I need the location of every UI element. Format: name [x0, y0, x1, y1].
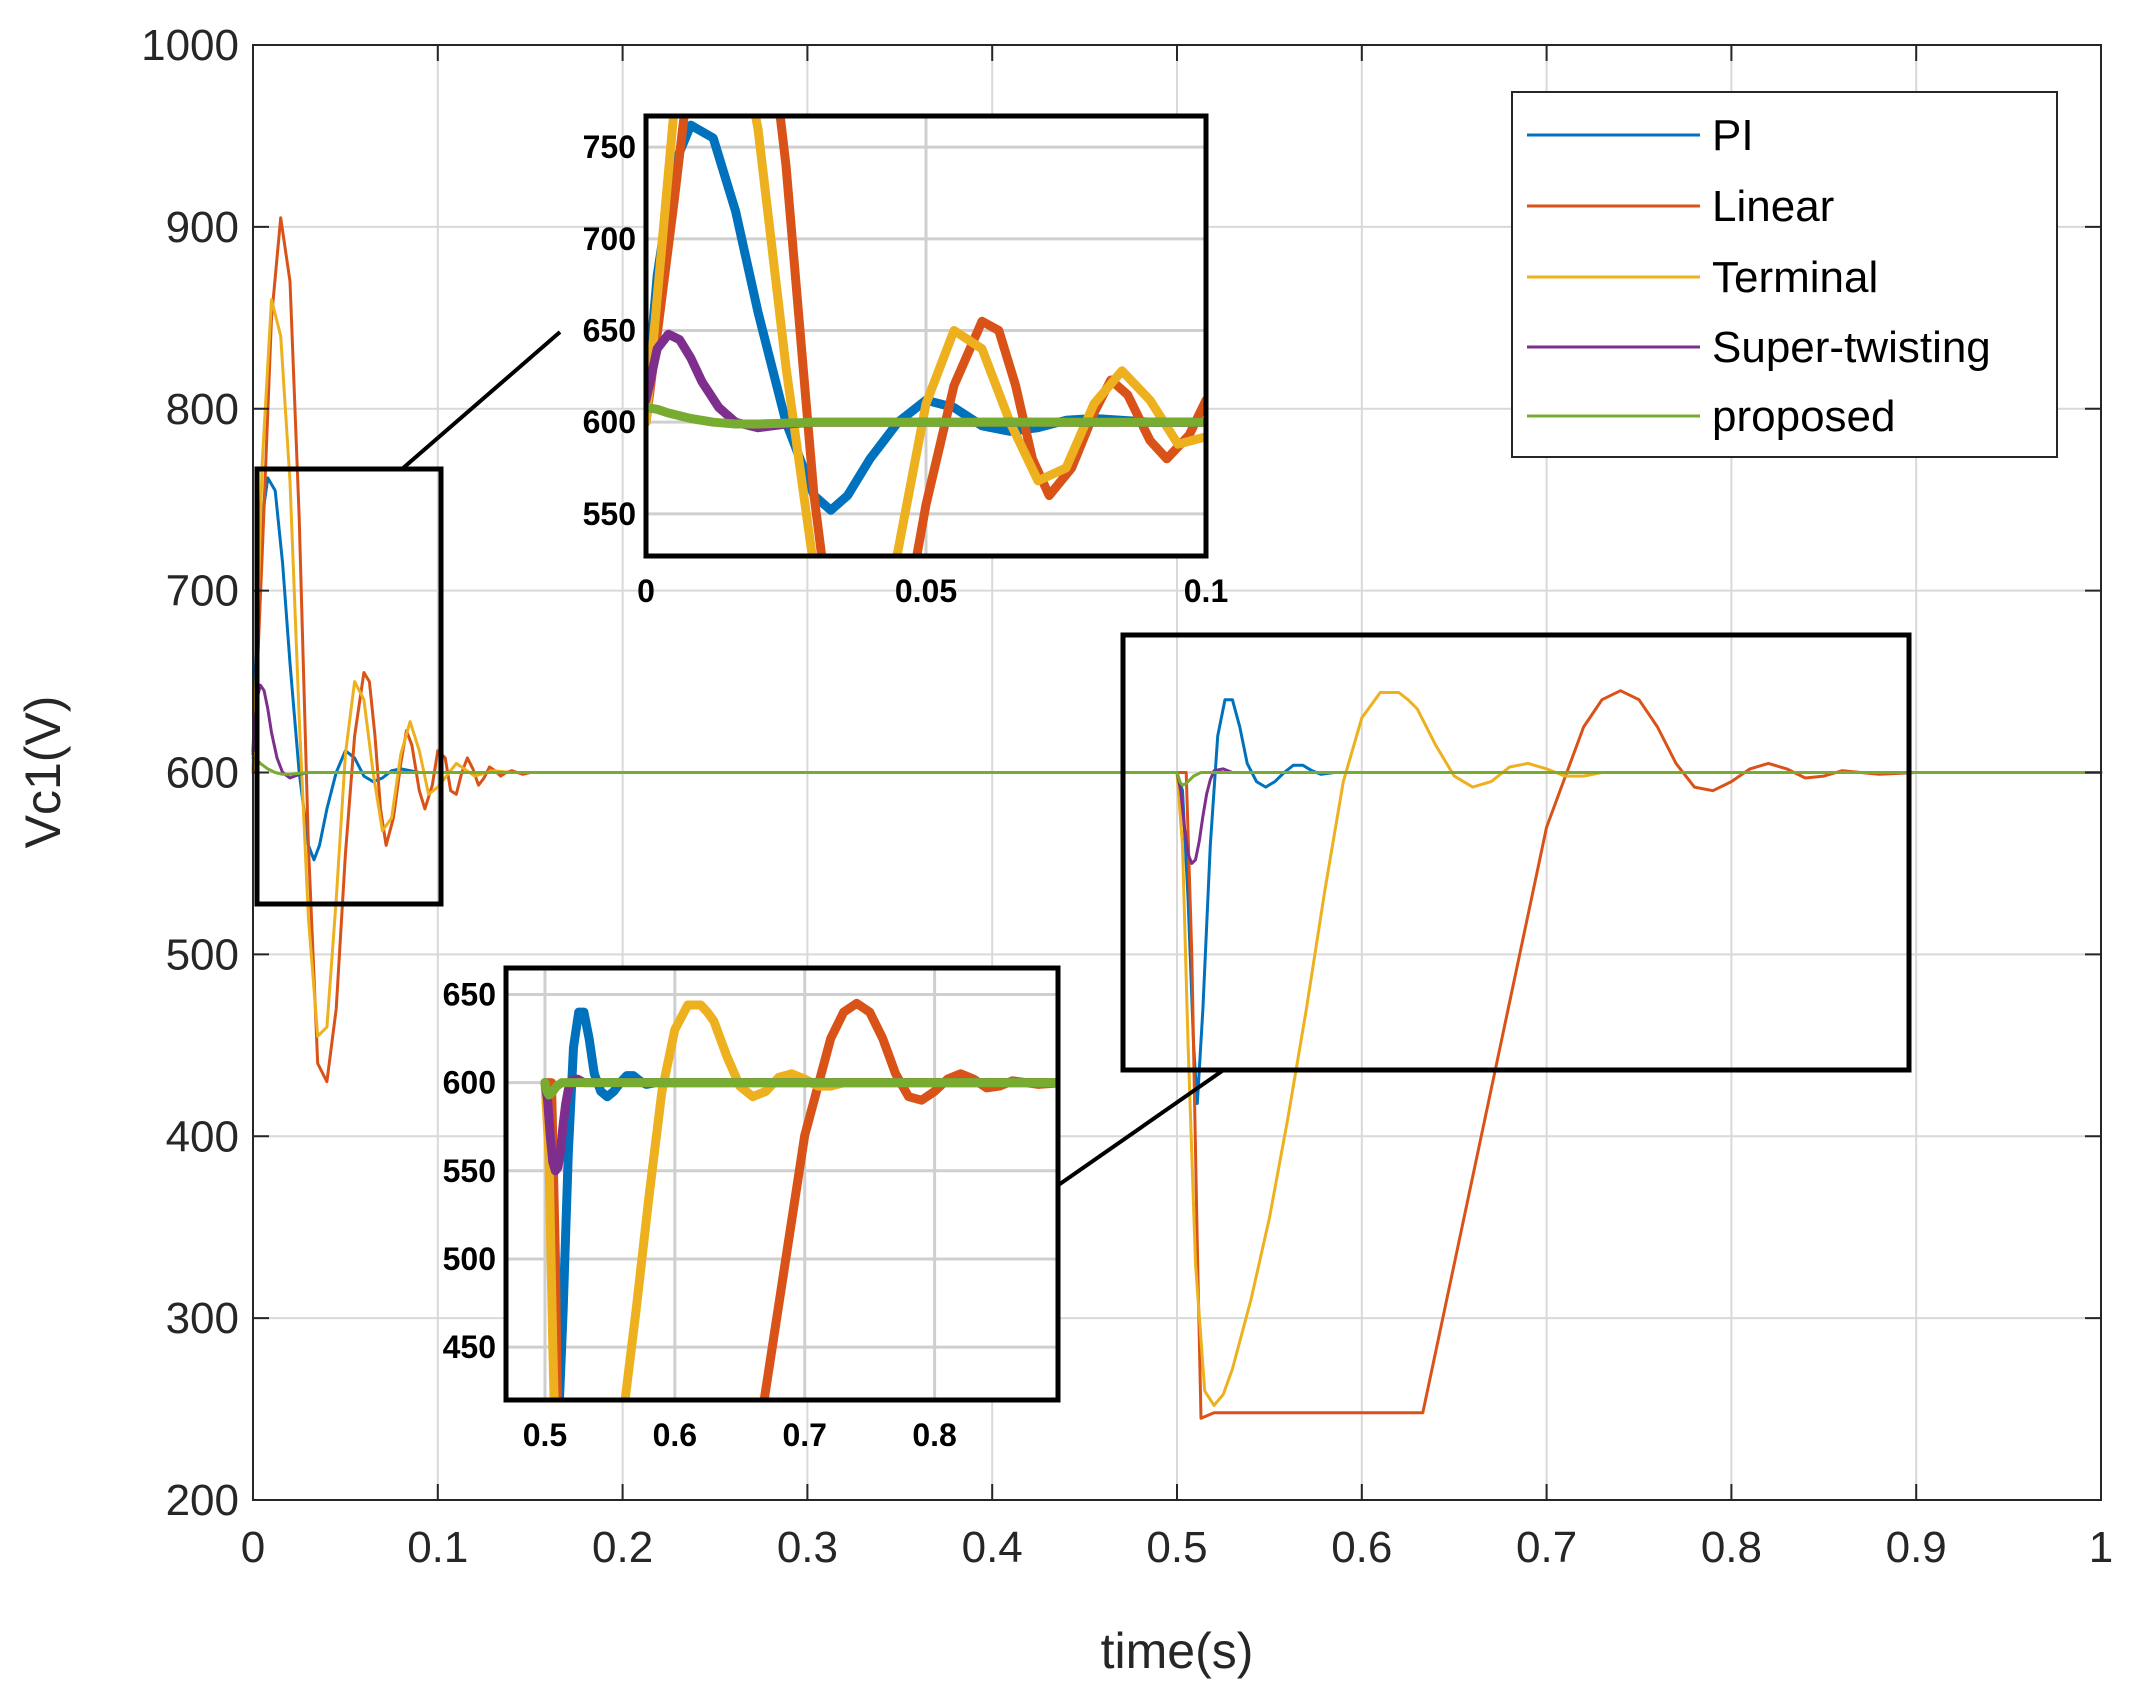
legend-entry-linear: Linear [1527, 182, 1834, 231]
legend-entry-terminal: Terminal [1527, 253, 1878, 302]
inset-top: 0 0.05 0.1 550 600 650 700 750 [583, 113, 1228, 609]
zoom-indicators [254, 330, 1912, 1188]
inset-bottom-x-tick-labels: 0.5 0.6 0.7 0.8 [523, 1417, 957, 1453]
main-y-tick-label: 400 [166, 1112, 239, 1161]
main-x-tick-label: 0.9 [1886, 1523, 1947, 1572]
inset-top-x-tick-labels: 0 0.05 0.1 [637, 573, 1228, 609]
inset-bottom-y-tick-label: 650 [443, 976, 496, 1012]
main-y-tick-label: 200 [166, 1476, 239, 1525]
inset-bottom-y-tick-label: 500 [443, 1241, 496, 1277]
inset-top-y-tick-label: 700 [583, 221, 636, 257]
main-y-tick-label: 800 [166, 385, 239, 434]
legend: PI Linear Terminal Super-twisting propos… [1511, 91, 2058, 458]
inset-top-clip [646, 116, 1206, 556]
inset-top-y-tick-label: 550 [583, 496, 636, 532]
inset-bottom-series [540, 998, 1058, 1400]
main-x-tick-label: 0.6 [1331, 1523, 1392, 1572]
inset-top-y-tick-label: 650 [583, 313, 636, 349]
main-x-tick-label: 0.4 [962, 1523, 1023, 1572]
main-x-tick-label: 0.3 [777, 1523, 838, 1572]
main-y-tick-label: 900 [166, 203, 239, 252]
inset-bottom-y-tick-label: 600 [443, 1065, 496, 1101]
y-axis-title: Vc1(V) [15, 696, 71, 849]
inset-top-x-tick-label: 0 [637, 573, 655, 609]
legend-label-terminal: Terminal [1712, 253, 1878, 302]
main-y-tick-label: 1000 [141, 21, 239, 70]
legend-entry-proposed: proposed [1527, 392, 1895, 441]
main-x-tick-label: 1 [2089, 1523, 2113, 1572]
inset-bottom-series-proposed [540, 1078, 1058, 1100]
main-x-tick-label: 0.5 [1146, 1523, 1207, 1572]
inset-bottom-clip [540, 998, 1058, 1400]
inset-bottom-y-tick-labels: 450 500 550 600 650 [443, 976, 496, 1365]
legend-label-proposed: proposed [1712, 392, 1895, 441]
inset-bottom-x-tick-label: 0.8 [912, 1417, 956, 1453]
main-y-tick-label: 300 [166, 1294, 239, 1343]
inset-bottom-x-tick-label: 0.5 [523, 1417, 567, 1453]
legend-entry-super-twisting: Super-twisting [1527, 323, 1991, 372]
zoom-connector-early [400, 330, 562, 471]
inset-top-x-tick-label: 0.1 [1184, 573, 1228, 609]
legend-box [1511, 91, 2058, 458]
inset-top-y-tick-label: 600 [583, 404, 636, 440]
x-axis-title: time(s) [1101, 1623, 1254, 1679]
inset-bottom: 0.5 0.6 0.7 0.8 450 500 550 600 650 [443, 965, 1061, 1453]
inset-bottom-frame [503, 965, 1061, 1403]
main-y-tick-label: 700 [166, 567, 239, 616]
main-y-tick-label: 500 [166, 930, 239, 979]
legend-label-super-twisting: Super-twisting [1712, 323, 1991, 372]
main-x-tick-labels: 0 0.1 0.2 0.3 0.4 0.5 0.6 0.7 0.8 0.9 1 [241, 1523, 2113, 1572]
inset-top-series-terminal [646, 116, 1206, 556]
main-x-tick-label: 0.7 [1516, 1523, 1577, 1572]
zoom-connector-step [1055, 1067, 1227, 1188]
main-x-tick-label: 0 [241, 1523, 265, 1572]
legend-label-pi: PI [1712, 111, 1754, 160]
inset-bottom-x-tick-label: 0.7 [782, 1417, 826, 1453]
main-y-tick-labels: 200 300 400 500 600 700 800 900 1000 [141, 21, 239, 1525]
inset-top-y-tick-label: 750 [583, 129, 636, 165]
inset-top-series-proposed [646, 403, 1206, 429]
main-ticks [252, 44, 2102, 1501]
inset-bottom-y-tick-label: 450 [443, 1329, 496, 1365]
legend-entry-pi: PI [1527, 111, 1754, 160]
main-x-tick-label: 0.2 [592, 1523, 653, 1572]
main-series-proposed [251, 756, 2103, 787]
inset-top-frame [643, 113, 1209, 559]
inset-top-series [646, 116, 1206, 556]
inset-bottom-plot-area [506, 968, 1058, 1400]
main-series [251, 216, 2103, 1420]
main-x-tick-label: 0.1 [407, 1523, 468, 1572]
zoom-box-step [1120, 632, 1912, 1073]
inset-top-x-tick-label: 0.05 [895, 573, 957, 609]
main-y-tick-label: 600 [166, 749, 239, 798]
main-series-terminal [251, 298, 2103, 1407]
inset-bottom-y-tick-label: 550 [443, 1153, 496, 1189]
inset-top-y-tick-labels: 550 600 650 700 750 [583, 129, 636, 532]
main-x-tick-label: 0.8 [1701, 1523, 1762, 1572]
zoom-box-early [254, 466, 444, 907]
inset-bottom-x-tick-label: 0.6 [653, 1417, 697, 1453]
legend-label-linear: Linear [1712, 182, 1834, 231]
